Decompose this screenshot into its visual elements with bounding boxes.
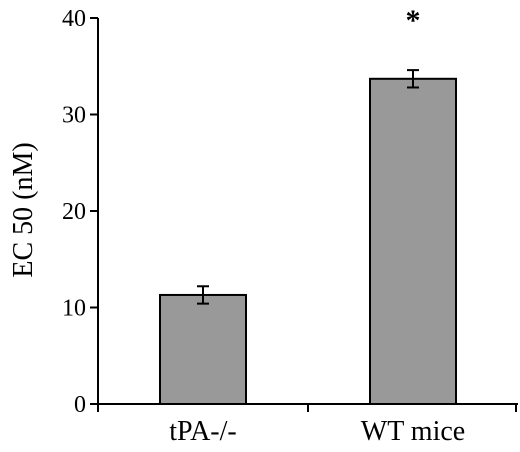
x-tick-label: tPA-/- bbox=[169, 416, 236, 447]
bar bbox=[159, 293, 247, 405]
y-tick-label: 30 bbox=[62, 103, 86, 129]
x-tick-label: WT mice bbox=[361, 416, 465, 447]
plot-area: 0 10 20 30 40 tPA-/- WT mice * bbox=[62, 4, 518, 447]
y-tick-label: 0 bbox=[74, 392, 86, 418]
y-tick-label: 10 bbox=[62, 296, 86, 322]
y-tick-label: 40 bbox=[62, 6, 86, 32]
y-axis-label: EC 50 (nM) bbox=[8, 142, 39, 277]
y-tick-label: 20 bbox=[62, 199, 86, 225]
bar bbox=[369, 77, 457, 405]
significance-marker: * bbox=[406, 4, 421, 37]
